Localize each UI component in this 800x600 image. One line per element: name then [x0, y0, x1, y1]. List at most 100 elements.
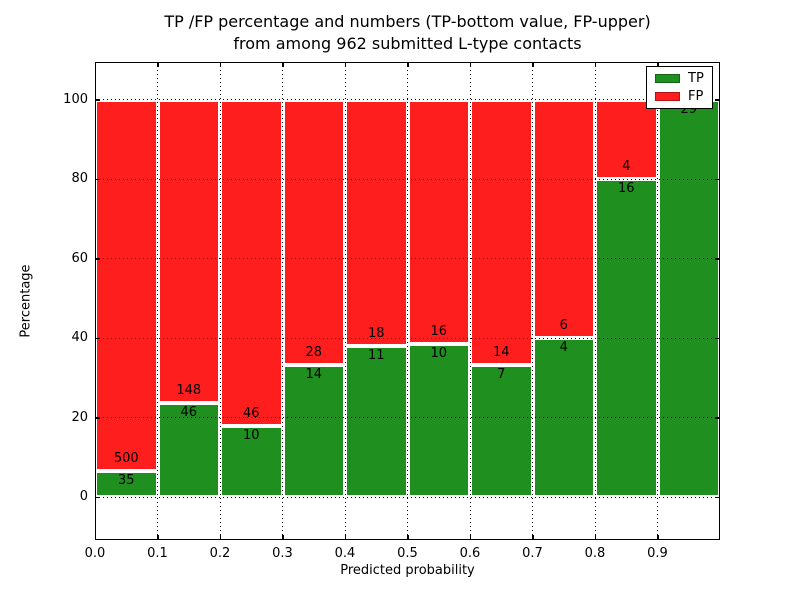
x-tick-mark [532, 535, 534, 540]
x-tick-mark-top [282, 62, 284, 67]
x-tick-label: 0.4 [334, 546, 356, 561]
x-tick-label: 0.6 [459, 546, 481, 561]
y-tick-mark-right [715, 496, 720, 498]
fp-bar-segment [595, 99, 658, 179]
x-tick-mark [594, 535, 596, 540]
bar-count-labels-layer: 500 35 148 46 46 10 28 14 18 11 16 10 14 7 6 4 4 16 29 [95, 62, 720, 540]
x-tick-mark-top [344, 62, 346, 67]
chart-title-line1: TP /FP percentage and numbers (TP-bottom… [164, 12, 651, 31]
x-tick-mark-top [594, 62, 596, 67]
tp-count-label: 11 [367, 348, 385, 364]
tp-bar-segment [407, 344, 470, 497]
y-tick-mark [95, 178, 100, 180]
x-tick-label: 0.1 [147, 546, 168, 561]
legend-label: FP [688, 89, 704, 104]
x-tick-label: 0.9 [647, 546, 668, 561]
x-tick-mark [219, 535, 221, 540]
tp-bar-segment [470, 364, 533, 497]
fp-bar-segment [470, 99, 533, 365]
y-tick-label: 20 [71, 409, 88, 425]
x-axis-label: Predicted probability [340, 563, 475, 578]
vertical-gridline [219, 62, 221, 540]
fp-bar-segment [345, 99, 408, 347]
fp-count-label: 148 [176, 382, 202, 398]
x-tick-mark-top [219, 62, 221, 67]
x-tick-label: 0.0 [84, 546, 106, 561]
y-tick-mark [95, 99, 100, 101]
y-tick-label: 100 [63, 91, 88, 107]
grid-layer [95, 62, 720, 540]
tp-bar-segment [157, 402, 220, 497]
chart-title: TP /FP percentage and numbers (TP-bottom… [95, 11, 720, 55]
tp-legend-swatch [655, 74, 680, 83]
tp-count-label: 16 [617, 181, 635, 196]
y-tick-label: 80 [71, 171, 88, 186]
y-tick-mark [95, 417, 100, 419]
x-tick-label: 0.2 [209, 546, 231, 561]
vertical-gridline [407, 62, 408, 540]
fp-count-label: 6 [559, 318, 568, 334]
vertical-gridline [532, 62, 533, 540]
fp-count-label: 14 [492, 344, 510, 360]
tp-count-label: 10 [242, 428, 260, 444]
y-tick-label: 60 [71, 250, 88, 266]
vertical-gridline [469, 62, 471, 540]
fp-bar-segment [282, 99, 345, 365]
x-tick-label: 0.7 [522, 546, 543, 561]
fp-bar-segment [220, 99, 283, 427]
fp-count-label: 4 [622, 159, 631, 175]
y-tick-label: 0 [79, 489, 88, 504]
tp-count-label: 7 [497, 366, 506, 382]
tp-count-label: 35 [117, 472, 135, 488]
x-tick-mark-top [532, 62, 534, 67]
x-tick-mark [344, 535, 346, 540]
y-tick-label: 40 [71, 330, 88, 345]
x-tick-mark [282, 535, 284, 540]
fp-count-label: 500 [113, 451, 139, 467]
vertical-gridline [657, 62, 658, 540]
x-tick-label: 0.8 [584, 546, 606, 561]
legend-entry-tp: TP [655, 72, 704, 85]
x-tick-mark [157, 535, 159, 540]
tp-bar-segment [220, 426, 283, 497]
y-axis-label-text: Percentage [18, 264, 34, 338]
x-tick-mark [657, 535, 659, 540]
chart-title-line2: from among 962 submitted L-type contacts [233, 34, 582, 54]
x-tick-mark-top [657, 62, 659, 67]
x-tick-mark [407, 535, 409, 540]
legend-label: TP [688, 71, 704, 86]
x-tick-mark-top [407, 62, 409, 67]
x-tick-mark [469, 535, 471, 540]
y-tick-mark-right [715, 258, 720, 260]
vertical-gridline [594, 62, 596, 540]
tp-bar-segment [657, 99, 720, 497]
x-tick-mark-top [157, 62, 159, 67]
x-tick-label: 0.3 [272, 546, 293, 561]
y-tick-mark [95, 496, 100, 498]
tp-count-label: 10 [430, 346, 448, 362]
tp-count-label: 4 [559, 340, 568, 355]
fp-count-label: 46 [242, 406, 260, 422]
x-tick-mark-top [469, 62, 471, 67]
fp-legend-swatch [655, 92, 680, 101]
y-tick-mark-right [715, 178, 720, 180]
tp-bar-segment [282, 364, 345, 497]
fp-count-label: 16 [430, 324, 448, 340]
y-tick-mark [95, 258, 100, 260]
y-tick-mark-right [715, 337, 720, 339]
vertical-gridline [282, 62, 283, 540]
fp-count-label: 18 [367, 326, 385, 342]
tp-count-label: 46 [180, 404, 198, 420]
fp-bar-segment [157, 99, 220, 403]
x-tick-label: 0.5 [397, 546, 418, 561]
y-tick-mark-right [715, 417, 720, 419]
vertical-gridline [344, 62, 346, 540]
fp-bar-segment [532, 99, 595, 338]
legend-entry-fp: FP [655, 90, 704, 103]
bars-layer [95, 62, 720, 540]
tp-bar-segment [345, 346, 408, 497]
y-tick-mark-right [715, 99, 720, 101]
vertical-gridline [157, 62, 158, 540]
y-tick-mark [95, 337, 100, 339]
